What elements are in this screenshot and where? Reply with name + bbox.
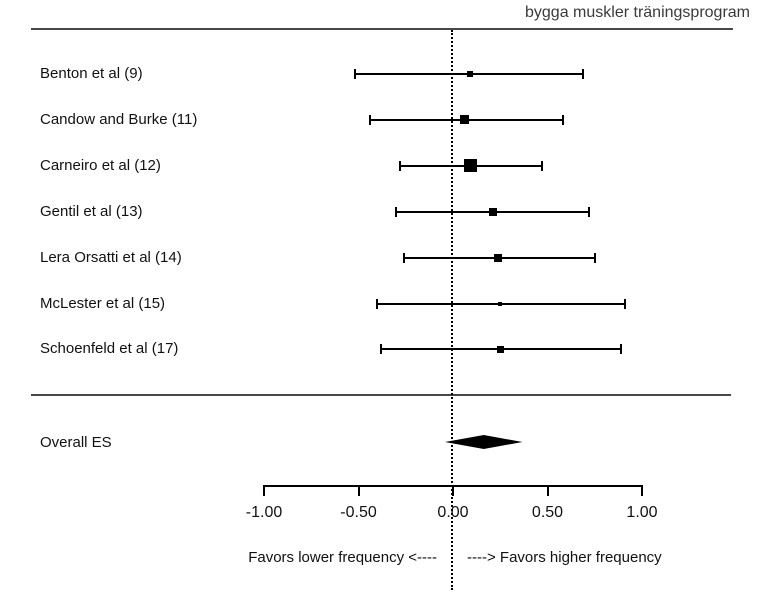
- x-axis-tick-label: 0.00: [437, 504, 469, 521]
- chart-title: bygga muskler träningsprogram: [525, 4, 750, 21]
- study-label: Schoenfeld et al (17): [40, 340, 179, 358]
- favors-higher-frequency-label: ----> Favors higher frequency: [467, 549, 662, 566]
- overall-es-label: Overall ES: [40, 434, 112, 451]
- x-axis-tick-label: 0.50: [531, 504, 564, 521]
- x-axis-tick: [263, 485, 265, 496]
- ci-cap-right: [582, 69, 585, 79]
- ci-cap-left: [402, 252, 405, 263]
- x-axis-tick: [546, 485, 549, 496]
- study-label: Gentil et al (13): [40, 202, 143, 220]
- study-label: McLester et al (15): [40, 294, 166, 312]
- ci-cap-right: [623, 298, 626, 309]
- x-axis-tick-label: 1.00: [626, 504, 658, 521]
- ci-cap-right: [540, 160, 543, 171]
- overall-separator-rule: [31, 394, 731, 396]
- overall-diamond-shape: [445, 435, 523, 449]
- x-axis-tick: [641, 485, 643, 496]
- ci-cap-right: [588, 206, 591, 217]
- effect-size-marker: [467, 71, 473, 77]
- effect-size-marker: [488, 207, 497, 216]
- x-axis-tick: [357, 485, 360, 496]
- effect-size-marker: [463, 159, 477, 173]
- ci-cap-left: [376, 298, 379, 309]
- study-label: Benton et al (9): [40, 65, 143, 82]
- ci-cap-left: [353, 69, 356, 79]
- favors-lower-frequency-label: Favors lower frequency <----: [248, 549, 437, 566]
- x-axis-tick-label: -0.50: [340, 504, 377, 521]
- zero-reference-dotted-line: [451, 30, 453, 590]
- ci-cap-left: [399, 160, 402, 171]
- ci-cap-right: [561, 114, 564, 125]
- x-axis-tick: [452, 485, 454, 496]
- effect-size-marker: [498, 301, 503, 306]
- ci-cap-right: [620, 344, 623, 355]
- ci-cap-left: [380, 344, 383, 355]
- effect-size-marker: [459, 115, 469, 125]
- top-rule-divider: [31, 28, 733, 30]
- ci-cap-left: [368, 114, 371, 125]
- study-label: Carneiro et al (12): [40, 156, 161, 174]
- x-axis-tick-label: -1.00: [245, 504, 283, 521]
- effect-size-marker: [496, 345, 504, 353]
- ci-cap-right: [593, 252, 596, 263]
- study-label: Lera Orsatti et al (14): [40, 248, 182, 266]
- study-label: Candow and Burke (11): [40, 110, 198, 128]
- ci-cap-left: [395, 206, 398, 217]
- effect-size-marker: [494, 253, 503, 262]
